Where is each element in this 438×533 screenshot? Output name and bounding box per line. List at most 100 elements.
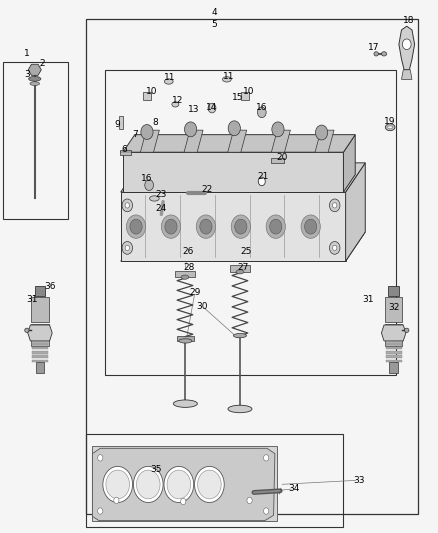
Circle shape (304, 219, 317, 234)
Circle shape (264, 455, 269, 461)
Text: 8: 8 (152, 118, 158, 127)
Text: 2: 2 (39, 59, 45, 68)
Text: 35: 35 (150, 465, 162, 474)
Circle shape (329, 241, 340, 254)
Polygon shape (315, 130, 334, 152)
Circle shape (165, 219, 177, 234)
Text: 31: 31 (363, 295, 374, 304)
Bar (31, 297, 49, 322)
Text: 19: 19 (385, 117, 396, 126)
Bar (177, 336, 194, 341)
Circle shape (167, 470, 191, 499)
Circle shape (103, 466, 133, 503)
Text: 11: 11 (164, 73, 176, 82)
Bar (86, 19, 418, 514)
Text: 13: 13 (188, 105, 199, 114)
Circle shape (301, 215, 320, 238)
Circle shape (258, 177, 265, 185)
Ellipse shape (150, 196, 159, 201)
Text: 4: 4 (212, 8, 217, 17)
Circle shape (198, 470, 221, 499)
Text: 34: 34 (288, 484, 300, 493)
Circle shape (164, 466, 194, 503)
Text: 22: 22 (201, 185, 212, 194)
Ellipse shape (172, 102, 179, 107)
Text: 25: 25 (240, 247, 252, 256)
Circle shape (161, 215, 180, 238)
Bar (32, 347, 48, 350)
Bar (35, 362, 44, 373)
Text: 31: 31 (26, 295, 38, 304)
Text: 24: 24 (156, 204, 167, 213)
Bar (32, 360, 48, 362)
Bar (386, 360, 402, 362)
Polygon shape (92, 448, 275, 521)
Text: 6: 6 (121, 145, 127, 154)
Text: 27: 27 (237, 263, 249, 272)
Circle shape (231, 215, 251, 238)
Polygon shape (346, 163, 365, 261)
Text: 11: 11 (223, 71, 234, 80)
Text: 12: 12 (172, 96, 183, 105)
Ellipse shape (28, 76, 41, 81)
Circle shape (270, 219, 282, 234)
Bar (92, 446, 277, 521)
Ellipse shape (25, 328, 29, 333)
Polygon shape (121, 163, 365, 192)
Ellipse shape (181, 275, 189, 279)
Text: 28: 28 (184, 263, 195, 272)
Polygon shape (399, 26, 415, 70)
Text: 7: 7 (132, 130, 138, 139)
Polygon shape (272, 130, 290, 152)
Ellipse shape (228, 405, 252, 413)
Circle shape (122, 199, 133, 212)
Bar (386, 347, 402, 350)
Polygon shape (28, 325, 52, 341)
Text: 3: 3 (24, 70, 30, 78)
Polygon shape (184, 130, 203, 152)
Bar (143, 92, 151, 100)
Text: 16: 16 (256, 102, 268, 111)
Bar (86, 434, 343, 527)
Circle shape (180, 498, 186, 505)
Bar (385, 297, 403, 322)
Circle shape (114, 497, 119, 504)
Bar (389, 286, 399, 296)
Bar (386, 343, 402, 345)
Ellipse shape (385, 124, 395, 131)
Circle shape (125, 245, 130, 251)
Ellipse shape (30, 82, 39, 85)
Circle shape (228, 121, 240, 136)
Text: 5: 5 (212, 20, 218, 29)
Text: 36: 36 (44, 282, 55, 291)
Bar (241, 92, 249, 100)
Ellipse shape (388, 126, 393, 128)
Circle shape (332, 245, 337, 251)
Bar (32, 356, 48, 358)
Text: 33: 33 (353, 476, 364, 484)
Ellipse shape (179, 339, 192, 343)
Circle shape (266, 215, 286, 238)
Bar (35, 286, 45, 296)
Bar (385, 324, 403, 346)
Text: 26: 26 (182, 247, 193, 256)
Polygon shape (343, 135, 355, 192)
Circle shape (98, 455, 103, 461)
Circle shape (200, 219, 212, 234)
Ellipse shape (223, 77, 231, 82)
Polygon shape (141, 130, 159, 152)
Circle shape (196, 215, 215, 238)
Bar (230, 265, 250, 272)
Text: 17: 17 (368, 43, 380, 52)
Polygon shape (402, 70, 412, 79)
Text: 15: 15 (232, 93, 243, 102)
Polygon shape (228, 130, 247, 152)
Circle shape (315, 125, 328, 140)
Circle shape (272, 122, 284, 137)
Circle shape (247, 497, 252, 504)
Circle shape (145, 180, 153, 190)
Circle shape (137, 470, 160, 499)
Text: 10: 10 (145, 86, 157, 95)
Text: 29: 29 (189, 287, 201, 296)
Polygon shape (28, 64, 41, 75)
